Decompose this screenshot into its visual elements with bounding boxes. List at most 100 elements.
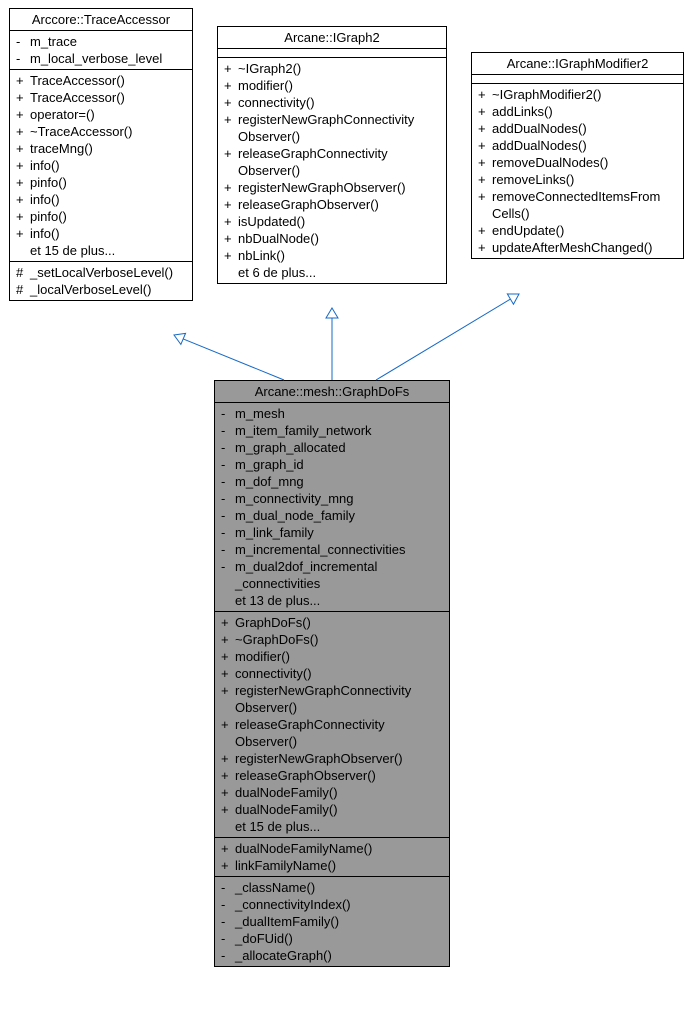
- member-name: dualNodeFamilyName(): [235, 840, 443, 857]
- visibility-marker: +: [221, 801, 235, 818]
- member-name: et 6 de plus...: [238, 264, 440, 281]
- class-member: +addDualNodes(): [472, 137, 683, 154]
- class-section: -m_mesh-m_item_family_network-m_graph_al…: [215, 403, 449, 612]
- uml-class-graphdofs: Arcane::mesh::GraphDoFs-m_mesh-m_item_fa…: [214, 380, 450, 967]
- visibility-marker: -: [16, 33, 30, 50]
- member-name: ~IGraph2(): [238, 60, 440, 77]
- class-member: +TraceAccessor(): [10, 89, 192, 106]
- visibility-marker: +: [16, 191, 30, 208]
- member-name: endUpdate(): [492, 222, 677, 239]
- member-name: updateAfterMeshChanged(): [492, 239, 677, 256]
- member-name-cont: Cells(): [492, 205, 677, 222]
- member-name: registerNewGraphConnectivity: [238, 111, 440, 128]
- member-name: m_dual2dof_incremental: [235, 558, 443, 575]
- class-member: +endUpdate(): [472, 222, 683, 239]
- member-name: releaseGraphObserver(): [235, 767, 443, 784]
- class-member: +info(): [10, 191, 192, 208]
- visibility-marker: +: [16, 106, 30, 123]
- visibility-marker: +: [478, 120, 492, 137]
- visibility-marker: +: [224, 77, 238, 94]
- class-member: +linkFamilyName(): [215, 857, 449, 874]
- visibility-marker: +: [221, 682, 235, 699]
- class-member: +pinfo(): [10, 208, 192, 225]
- inheritance-arrowhead: [174, 333, 186, 344]
- class-title: Arcane::IGraphModifier2: [472, 53, 683, 75]
- member-name: operator=(): [30, 106, 186, 123]
- class-member: +releaseGraphObserver(): [218, 196, 446, 213]
- member-name: registerNewGraphObserver(): [238, 179, 440, 196]
- member-name: info(): [30, 225, 186, 242]
- visibility-marker: +: [221, 648, 235, 665]
- visibility-marker: -: [221, 439, 235, 456]
- visibility-marker: +: [478, 239, 492, 256]
- class-member: -m_graph_id: [215, 456, 449, 473]
- class-member: +registerNewGraphConnectivity: [218, 111, 446, 128]
- visibility-marker: +: [224, 111, 238, 128]
- class-member: +updateAfterMeshChanged(): [472, 239, 683, 256]
- class-member: -m_dual2dof_incremental: [215, 558, 449, 575]
- visibility-marker: +: [478, 222, 492, 239]
- inheritance-arrowhead: [326, 308, 338, 318]
- class-member: +~TraceAccessor(): [10, 123, 192, 140]
- member-name: m_graph_allocated: [235, 439, 443, 456]
- member-name: m_dof_mng: [235, 473, 443, 490]
- visibility-marker: +: [221, 857, 235, 874]
- member-name: ~TraceAccessor(): [30, 123, 186, 140]
- class-member: +removeLinks(): [472, 171, 683, 188]
- class-member: +info(): [10, 157, 192, 174]
- class-member: +registerNewGraphObserver(): [218, 179, 446, 196]
- member-name: m_graph_id: [235, 456, 443, 473]
- member-name: _connectivityIndex(): [235, 896, 443, 913]
- member-name-cont: Observer(): [238, 128, 440, 145]
- uml-class-modifier: Arcane::IGraphModifier2+~IGraphModifier2…: [471, 52, 684, 259]
- class-member: -m_link_family: [215, 524, 449, 541]
- inheritance-edge: [183, 339, 284, 380]
- visibility-marker: -: [221, 473, 235, 490]
- class-member: +~IGraph2(): [218, 60, 446, 77]
- class-section: -m_trace-m_local_verbose_level: [10, 31, 192, 70]
- class-member: -_connectivityIndex(): [215, 896, 449, 913]
- class-member: +modifier(): [218, 77, 446, 94]
- class-member: +info(): [10, 225, 192, 242]
- member-name: dualNodeFamily(): [235, 801, 443, 818]
- member-name: addDualNodes(): [492, 120, 677, 137]
- class-member: -m_item_family_network: [215, 422, 449, 439]
- member-name: pinfo(): [30, 174, 186, 191]
- member-name: addDualNodes(): [492, 137, 677, 154]
- member-name: et 15 de plus...: [30, 242, 186, 259]
- class-member: +isUpdated(): [218, 213, 446, 230]
- class-member: +modifier(): [215, 648, 449, 665]
- class-member: +operator=(): [10, 106, 192, 123]
- class-member: #_setLocalVerboseLevel(): [10, 264, 192, 281]
- member-name: TraceAccessor(): [30, 89, 186, 106]
- member-name-cont: Observer(): [238, 162, 440, 179]
- class-section: +~IGraph2()+modifier()+connectivity()+re…: [218, 58, 446, 283]
- class-section: +GraphDoFs()+~GraphDoFs()+modifier()+con…: [215, 612, 449, 838]
- class-member-cont: _connectivities: [215, 575, 449, 592]
- visibility-marker: +: [224, 196, 238, 213]
- member-name: m_connectivity_mng: [235, 490, 443, 507]
- class-member: et 6 de plus...: [218, 264, 446, 281]
- class-member: +removeDualNodes(): [472, 154, 683, 171]
- class-member-cont: Observer(): [215, 733, 449, 750]
- visibility-marker: -: [221, 490, 235, 507]
- member-name: connectivity(): [235, 665, 443, 682]
- visibility-marker: -: [221, 541, 235, 558]
- member-name: releaseGraphConnectivity: [235, 716, 443, 733]
- visibility-marker: [224, 264, 238, 281]
- visibility-marker: -: [221, 558, 235, 575]
- visibility-marker: -: [221, 422, 235, 439]
- class-member: +connectivity(): [218, 94, 446, 111]
- class-member: +releaseGraphObserver(): [215, 767, 449, 784]
- member-name: dualNodeFamily(): [235, 784, 443, 801]
- member-name: pinfo(): [30, 208, 186, 225]
- visibility-marker: +: [478, 137, 492, 154]
- class-member: +releaseGraphConnectivity: [218, 145, 446, 162]
- empty-section: [218, 49, 446, 58]
- class-section: +dualNodeFamilyName()+linkFamilyName(): [215, 838, 449, 877]
- visibility-marker: [16, 242, 30, 259]
- member-name: _doFUid(): [235, 930, 443, 947]
- visibility-marker: #: [16, 281, 30, 298]
- visibility-marker: -: [221, 524, 235, 541]
- visibility-marker: +: [224, 94, 238, 111]
